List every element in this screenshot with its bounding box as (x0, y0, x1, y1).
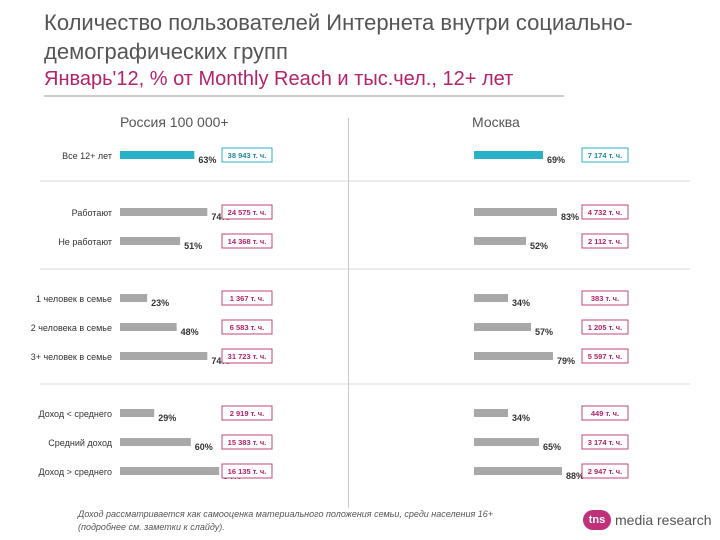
subtitle-divider (44, 95, 564, 97)
moscow-value-label: 83% (561, 212, 579, 222)
russia-value-label: 48% (181, 327, 199, 337)
russia-count-label: 15 383 т. ч. (228, 438, 267, 447)
moscow-count-box (581, 290, 629, 306)
moscow-count-label: 3 174 т. ч. (588, 438, 622, 447)
russia-count-label: 24 575 т. ч. (228, 208, 267, 217)
page-subtitle: Январь'12, % от Monthly Reach и тыс.чел.… (44, 68, 514, 90)
moscow-value-label: 57% (535, 327, 553, 337)
moscow-count-box (581, 204, 629, 220)
moscow-value-label: 52% (530, 241, 548, 251)
russia-value-label: 63% (198, 155, 216, 165)
russia-bar (120, 151, 195, 159)
category-label: Доход < среднего (39, 409, 112, 419)
category-label: 2 человека в семье (31, 323, 112, 333)
russia-value-label: 51% (184, 241, 202, 251)
moscow-bar (474, 438, 539, 446)
russia-value-label: 60% (195, 442, 213, 452)
moscow-count-label: 2 112 т. ч. (588, 237, 622, 246)
logo-text: media research (615, 512, 712, 528)
russia-count-box (221, 204, 273, 220)
page-title: Количество пользователей Интернета внутр… (44, 10, 633, 64)
moscow-count-box (581, 147, 629, 163)
moscow-bar (474, 467, 562, 475)
footnote: Доход рассматривается как самооценка мат… (78, 509, 494, 532)
russia-value-label: 74% (211, 212, 229, 222)
russia-count-box (221, 348, 273, 364)
russia-bar (120, 208, 208, 216)
russia-bar (120, 323, 177, 331)
russia-count-label: 16 135 т. ч. (228, 467, 267, 476)
moscow-count-label: 5 597 т. ч. (588, 352, 622, 361)
moscow-count-label: 383 т. ч. (591, 294, 619, 303)
brand-logo: tns media research (583, 508, 712, 532)
moscow-count-box (581, 319, 629, 335)
russia-count-box (221, 233, 273, 249)
moscow-value-label: 65% (543, 442, 561, 452)
moscow-bar (474, 294, 508, 302)
russia-panel-title: Россия 100 000+ (120, 114, 229, 130)
moscow-count-label: 1 205 т. ч. (588, 323, 622, 332)
russia-count-label: 31 723 т. ч. (228, 352, 267, 361)
russia-bar (120, 467, 220, 475)
russia-bar (120, 409, 155, 417)
russia-value-label: 29% (158, 413, 176, 423)
moscow-bar (474, 237, 526, 245)
category-label: 3+ человек в семье (31, 352, 112, 362)
logo-mark: tns (583, 510, 611, 530)
moscow-value-label: 34% (512, 413, 530, 423)
russia-count-label: 2 919 т. ч. (230, 409, 264, 418)
category-label: Все 12+ лет (62, 151, 112, 161)
russia-count-box (221, 319, 273, 335)
moscow-value-label: 34% (512, 298, 530, 308)
moscow-bar (474, 323, 531, 331)
russia-bar (120, 352, 208, 360)
moscow-value-label: 69% (547, 155, 565, 165)
russia-value-label: 74% (211, 356, 229, 366)
category-label: Доход > среднего (39, 467, 112, 477)
moscow-count-box (581, 348, 629, 364)
category-label: Средний доход (48, 438, 112, 448)
russia-bar (120, 438, 191, 446)
moscow-count-box (581, 434, 629, 450)
russia-count-box (221, 405, 273, 421)
moscow-bar (474, 208, 557, 216)
moscow-bar (474, 409, 508, 417)
moscow-count-box (581, 233, 629, 249)
category-label: Работают (72, 208, 112, 218)
panel-divider (348, 118, 349, 508)
russia-count-label: 1 367 т. ч. (230, 294, 264, 303)
moscow-count-label: 2 947 т. ч. (588, 467, 622, 476)
moscow-count-box (581, 405, 629, 421)
moscow-value-label: 88% (566, 471, 584, 481)
russia-count-box (221, 147, 273, 163)
russia-count-label: 14 368 т. ч. (228, 237, 267, 246)
moscow-count-box (581, 463, 629, 479)
category-label: 1 человек в семье (36, 294, 112, 304)
moscow-bar (474, 352, 553, 360)
russia-value-label: 23% (151, 298, 169, 308)
russia-count-label: 38 943 т. ч. (228, 151, 267, 160)
moscow-count-label: 449 т. ч. (591, 409, 619, 418)
moscow-value-label: 79% (557, 356, 575, 366)
russia-bar (120, 237, 181, 245)
russia-count-box (221, 290, 273, 306)
moscow-count-label: 7 174 т. ч. (588, 151, 622, 160)
russia-count-box (221, 434, 273, 450)
moscow-bar (474, 151, 543, 159)
category-label: Не работают (58, 237, 112, 247)
russia-count-label: 6 583 т. ч. (230, 323, 264, 332)
moscow-panel-title: Москва (472, 114, 520, 130)
russia-bar (120, 294, 148, 302)
moscow-count-label: 4 732 т. ч. (588, 208, 622, 217)
russia-count-box (221, 463, 273, 479)
